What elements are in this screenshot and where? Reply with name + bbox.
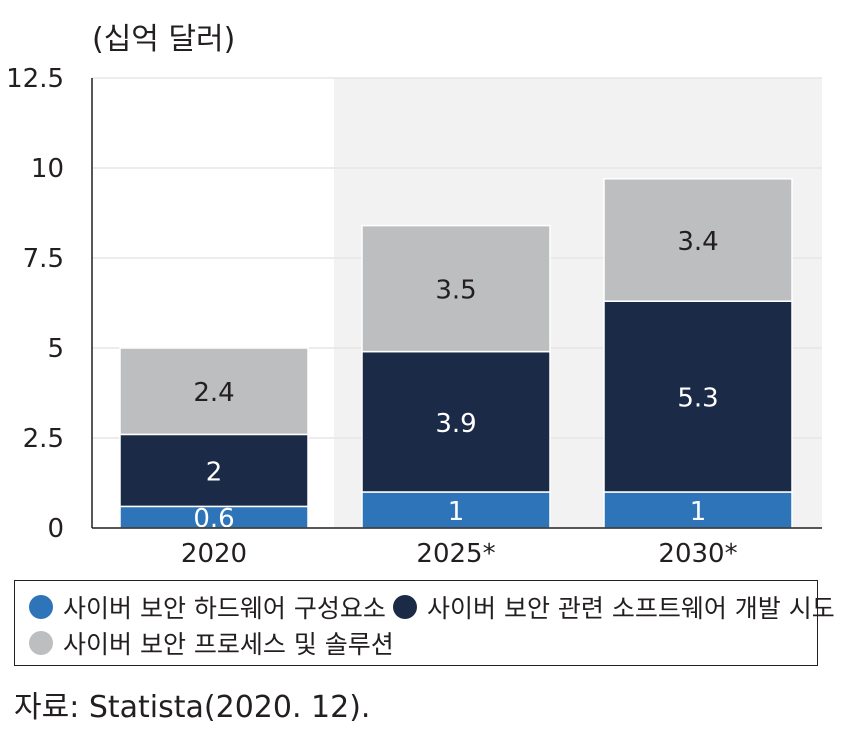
data-label: 3.5 bbox=[435, 276, 476, 306]
y-tick-label: 2.5 bbox=[23, 424, 64, 454]
bar-segment bbox=[603, 300, 793, 493]
bar-segment bbox=[361, 224, 551, 353]
y-tick-label: 5 bbox=[47, 334, 64, 364]
data-label: 1 bbox=[690, 497, 707, 527]
data-label: 3.9 bbox=[435, 409, 476, 439]
legend-swatch-process bbox=[29, 631, 53, 655]
legend: 사이버 보안 하드웨어 구성요소 사이버 보안 관련 소프트웨어 개발 시도 사… bbox=[14, 580, 835, 666]
data-label: 2.4 bbox=[193, 378, 234, 408]
source-note: 자료: Statista(2020. 12). bbox=[14, 690, 371, 725]
y-tick-label: 12.5 bbox=[6, 64, 64, 94]
x-tick-label: 2030* bbox=[658, 539, 737, 569]
stacked-bar-chart: 0.6 2 2.4 1 3.9 3.5 1 5.3 3.4 0 2.5 5 7.5 10 12.5 2020… bbox=[6, 64, 822, 569]
data-label: 1 bbox=[448, 497, 465, 527]
legend-item-hardware: 사이버 보안 하드웨어 구성요소 bbox=[29, 589, 386, 625]
bar-segment bbox=[603, 178, 793, 302]
data-label-layer: 0.6 2 2.4 1 3.9 3.5 1 5.3 3.4 bbox=[193, 227, 718, 534]
data-label: 0.6 bbox=[193, 504, 234, 534]
data-label: 5.3 bbox=[677, 384, 718, 414]
legend-swatch-hardware bbox=[29, 595, 53, 619]
axis-layer: 0 2.5 5 7.5 10 12.5 2020 2025* 2030* bbox=[6, 64, 822, 569]
bar-segment bbox=[119, 433, 309, 508]
legend-label-process: 사이버 보안 프로세스 및 솔루션 bbox=[63, 630, 394, 659]
x-tick-label: 2025* bbox=[416, 539, 495, 569]
bar-segment bbox=[603, 491, 793, 529]
y-tick-label: 7.5 bbox=[23, 244, 64, 274]
x-tick-label: 2020 bbox=[181, 539, 247, 569]
bar-segment bbox=[361, 491, 551, 529]
y-tick-label: 10 bbox=[31, 154, 64, 184]
legend-label-hardware: 사이버 보안 하드웨어 구성요소 bbox=[63, 594, 386, 623]
legend-item-software: 사이버 보안 관련 소프트웨어 개발 시도 bbox=[393, 589, 835, 625]
unit-label: (십억 달러) bbox=[92, 22, 236, 57]
legend-item-process: 사이버 보안 프로세스 및 솔루션 bbox=[29, 625, 394, 661]
bar-segment bbox=[361, 350, 551, 493]
data-label: 2 bbox=[206, 457, 223, 487]
bar-segment bbox=[119, 347, 309, 436]
legend-swatch-software bbox=[393, 595, 417, 619]
bar-layer bbox=[119, 178, 793, 529]
legend-label-software: 사이버 보안 관련 소프트웨어 개발 시도 bbox=[427, 594, 835, 623]
data-label: 3.4 bbox=[677, 227, 718, 257]
y-tick-label: 0 bbox=[47, 514, 64, 544]
